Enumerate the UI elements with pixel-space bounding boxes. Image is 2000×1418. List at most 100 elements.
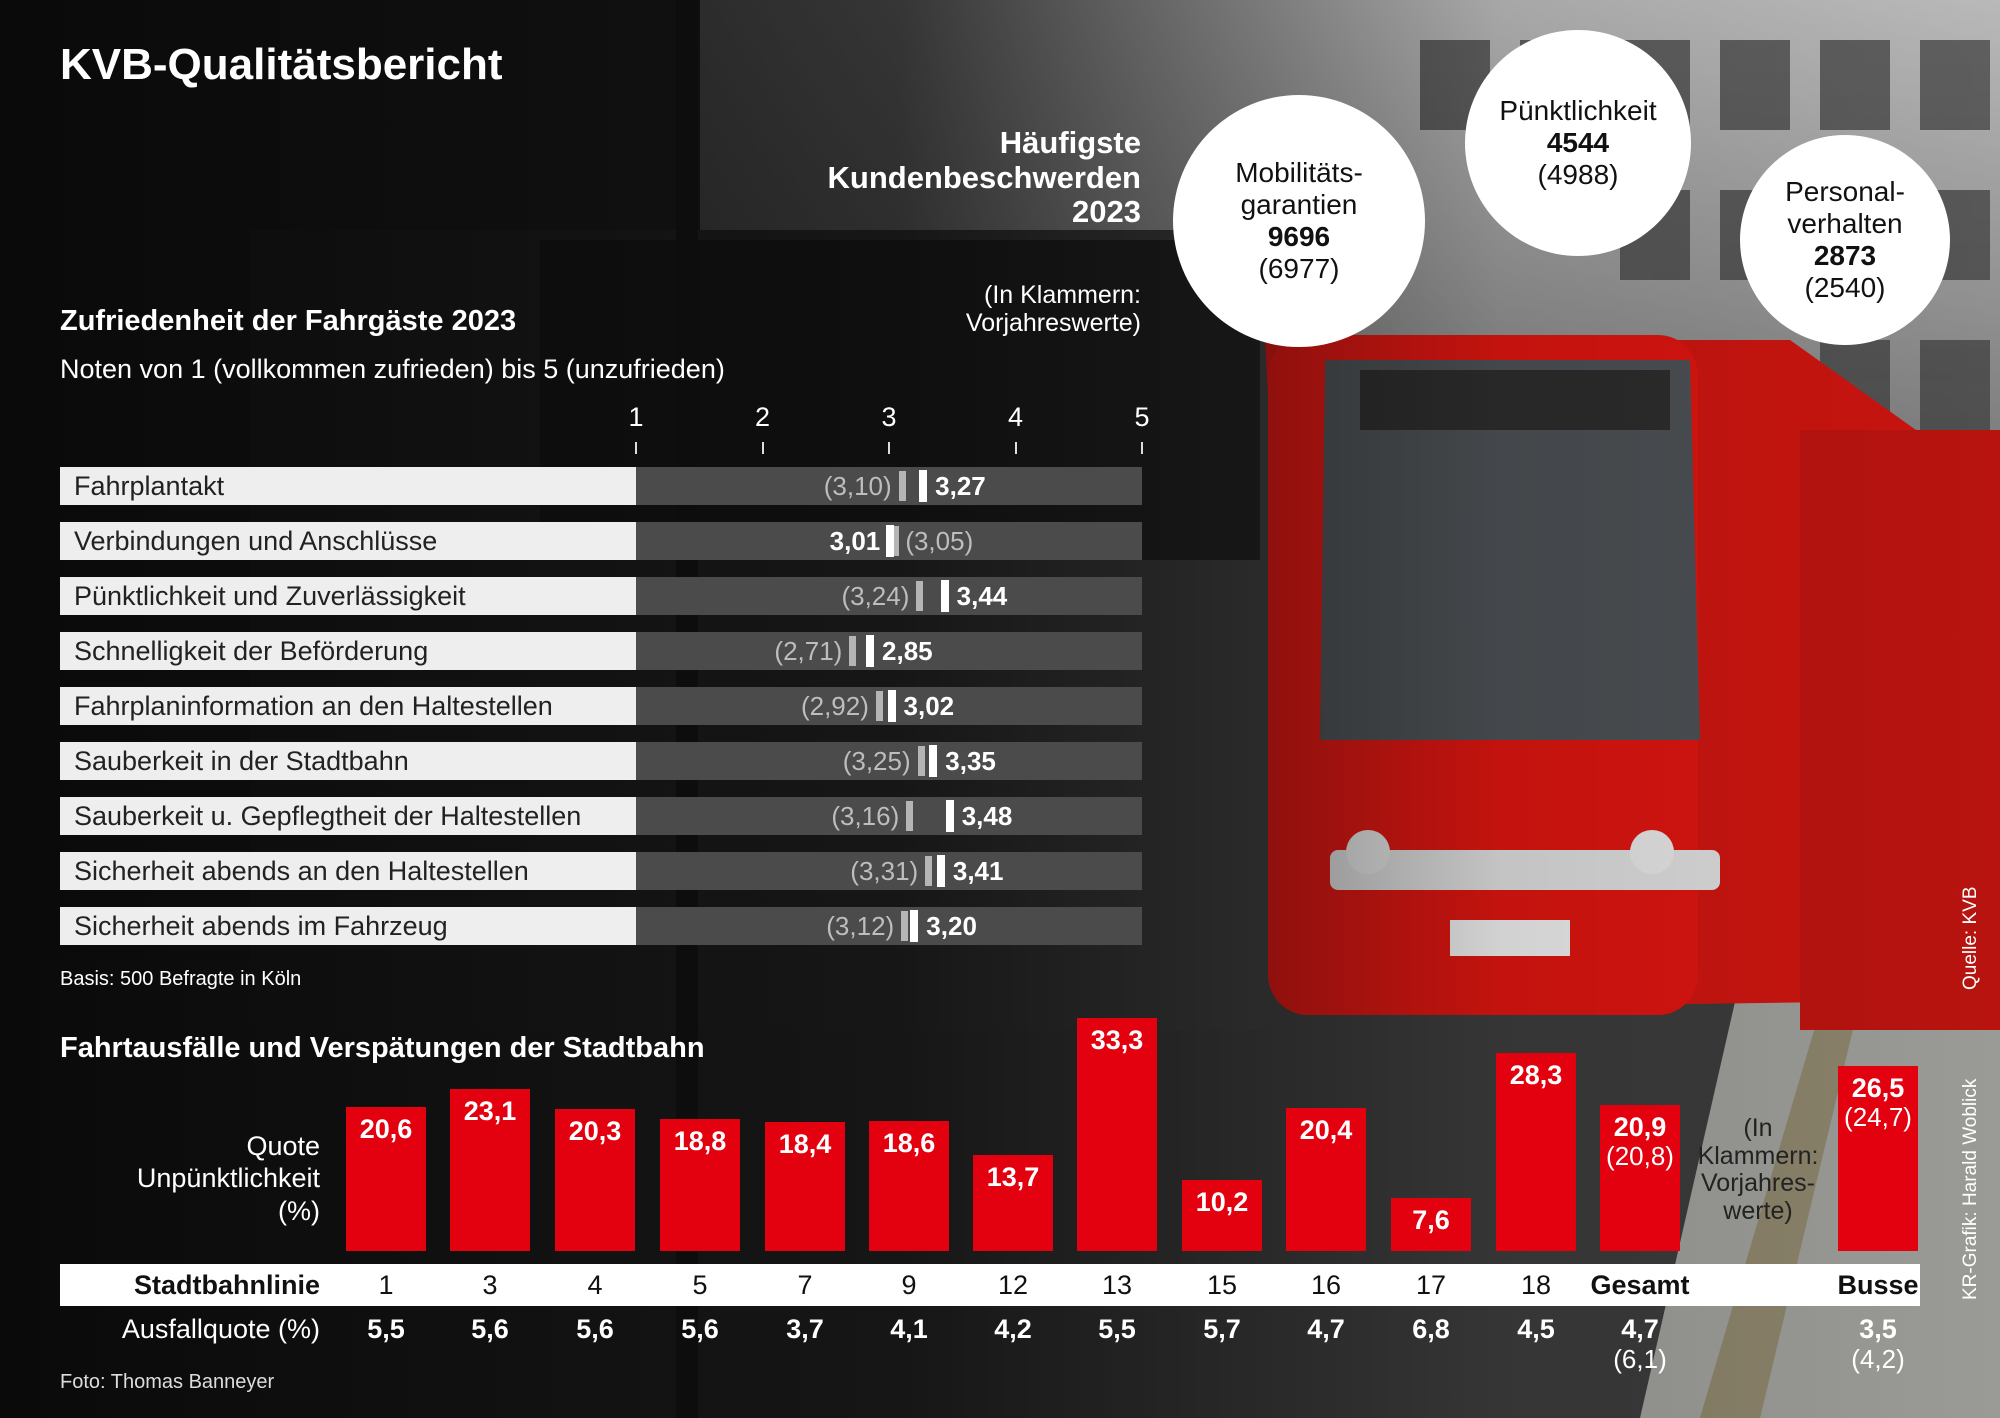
complaint-prev: (6977) [1258, 253, 1340, 285]
complaint-label: Personal-verhalten [1785, 175, 1905, 239]
satisfaction-track [636, 742, 1142, 780]
delay-bar [1286, 1108, 1366, 1251]
scale-tick-label: 4 [1007, 402, 1024, 432]
satisfaction-row: Verbindungen und Anschlüsse (3,05) 3,01 [60, 522, 1142, 560]
satisfaction-row: Fahrplaninformation an den Haltestellen (… [60, 687, 1142, 725]
complaint-bubble-staff: Personal-verhalten 2873 (2540) [1740, 135, 1950, 345]
complaint-label: Mobilitäts-garantien [1235, 156, 1363, 220]
current-year-value: 3,01 [829, 526, 881, 556]
line-label: 3 [482, 1270, 498, 1300]
satisfaction-category: Fahrplaninformation an den Haltestellen [60, 687, 636, 725]
satisfaction-row: Sauberkeit in der Stadtbahn (3,25) 3,35 [60, 742, 1142, 780]
satisfaction-track [636, 467, 1142, 505]
prev-year-value: (3,16) [831, 801, 900, 831]
satisfaction-track [636, 852, 1142, 890]
photo-credit: Foto: Thomas Banneyer [60, 1371, 275, 1393]
current-year-marker [940, 580, 949, 612]
satisfaction-track [636, 632, 1142, 670]
satisfaction-category: Sicherheit abends im Fahrzeug [60, 907, 636, 945]
current-year-marker [886, 525, 895, 557]
delay-bar-value: 18,6 [882, 1127, 936, 1158]
source-credit: Quelle: KVB [1960, 886, 1981, 991]
delays-bars-note-text: (In Klammern: Vorjahres-werte) [1697, 1114, 1819, 1225]
satisfaction-row: Schnelligkeit der Beförderung (2,71) 2,85 [60, 632, 1142, 670]
lines-strip [60, 1264, 1920, 1306]
scale-tick [888, 442, 890, 454]
line-label: 16 [1310, 1270, 1342, 1300]
satisfaction-category: Sauberkeit u. Gepflegtheit der Haltestel… [60, 797, 636, 835]
delay-bar [1600, 1104, 1680, 1251]
delay-bar-value: 18,4 [778, 1129, 832, 1160]
ausfall-value: 4,7 (6,1) [1590, 1314, 1690, 1375]
scale-tick-label: 1 [628, 402, 644, 432]
delay-bar-prev-value: (20,8) [1606, 1141, 1674, 1172]
complaint-prev: (4988) [1537, 159, 1619, 191]
ausfall-value: 5,5 [1098, 1314, 1136, 1344]
delay-bar-value: 20,6 [359, 1113, 413, 1144]
line-label: 15 [1206, 1270, 1238, 1300]
prev-year-marker [898, 471, 906, 501]
ausfall-prev-value: (4,2) [1851, 1344, 1905, 1375]
delay-bar [1838, 1065, 1918, 1251]
current-year-marker [936, 855, 945, 887]
ausfall-value: 4,5 [1517, 1314, 1555, 1344]
satisfaction-basis: Basis: 500 Befragte in Köln [60, 968, 302, 990]
satisfaction-category: Pünktlichkeit und Zuverlässigkeit [60, 577, 636, 615]
current-year-value: 3,27 [935, 471, 986, 501]
ausfall-value: 5,5 [367, 1314, 405, 1344]
prev-year-marker [901, 911, 909, 941]
complaint-label: Pünktlichkeit [1499, 94, 1657, 126]
complaints-heading: Häufigste Kundenbeschwerden 2023 [827, 125, 1142, 230]
complaint-bubble-mobility: Mobilitäts-garantien 9696 (6977) [1173, 95, 1425, 347]
ausfall-value: 6,8 [1412, 1314, 1450, 1344]
scale-tick [1141, 442, 1143, 454]
satisfaction-row: Sauberkeit u. Gepflegtheit der Haltestel… [60, 797, 1142, 835]
delay-bar-value: 20,9 (20,8) [1600, 1112, 1680, 1172]
current-year-value: 3,20 [926, 911, 977, 941]
prev-year-value: (3,31) [850, 856, 919, 886]
ausfall-value: 5,6 [681, 1314, 719, 1344]
prev-year-marker [892, 526, 900, 556]
delay-bar-value: 26,5 (24,7) [1838, 1073, 1918, 1132]
ausfall-row-label: Ausfallquote (%) [121, 1314, 320, 1344]
delay-bar [660, 1119, 740, 1251]
delay-bar [450, 1089, 530, 1251]
ausfall-value: 5,6 [576, 1314, 614, 1344]
current-year-marker [866, 635, 875, 667]
delay-bar [973, 1155, 1053, 1251]
prev-year-marker [906, 801, 914, 831]
lines-row-label: Stadtbahnlinie [133, 1270, 320, 1300]
line-label: 12 [997, 1270, 1029, 1300]
line-label: 17 [1415, 1270, 1447, 1300]
complaint-bubble-punctuality: Pünktlichkeit 4544 (4988) [1465, 30, 1691, 256]
delay-bar-value: 28,3 [1509, 1059, 1563, 1090]
line-label: 1 [378, 1270, 394, 1300]
line-label: 18 [1520, 1270, 1552, 1300]
scale-tick [635, 442, 637, 454]
scale-tick-label: 3 [881, 402, 897, 432]
complaints-note: (In Klammern: Vorjahreswerte) [965, 281, 1141, 337]
current-year-value: 3,35 [945, 746, 996, 776]
prev-year-value: (3,05) [905, 526, 974, 556]
prev-year-marker [916, 581, 924, 611]
satisfaction-category: Schnelligkeit der Beförderung [60, 632, 636, 670]
delay-bar [1496, 1052, 1576, 1251]
delay-bar [765, 1122, 845, 1251]
ausfall-value: 3,7 [786, 1314, 824, 1344]
satisfaction-row: Sicherheit abends im Fahrzeug (3,12) 3,20 [60, 907, 1142, 945]
ausfall-value: 4,2 [994, 1314, 1032, 1344]
current-year-marker [945, 800, 954, 832]
satisfaction-track [636, 907, 1142, 945]
line-label: 9 [901, 1270, 917, 1300]
ausfall-prev-value: (6,1) [1613, 1344, 1667, 1375]
satisfaction-category: Verbindungen und Anschlüsse [60, 522, 636, 560]
current-year-value: 3,02 [903, 691, 955, 721]
prev-year-value: (2,92) [800, 691, 869, 721]
delay-bar-value: 13,7 [986, 1162, 1040, 1193]
current-year-value: 3,44 [956, 581, 1008, 611]
delays-bars-note: (In Klammern: Vorjahres-werte) [1693, 1114, 1823, 1225]
current-year-marker [910, 910, 919, 942]
delays-quote-label: Quote Unpünktlichkeit (%) [110, 1130, 320, 1227]
delays-quote-label-text: Quote Unpünktlichkeit (%) [136, 1131, 320, 1226]
delay-bar [869, 1120, 949, 1251]
